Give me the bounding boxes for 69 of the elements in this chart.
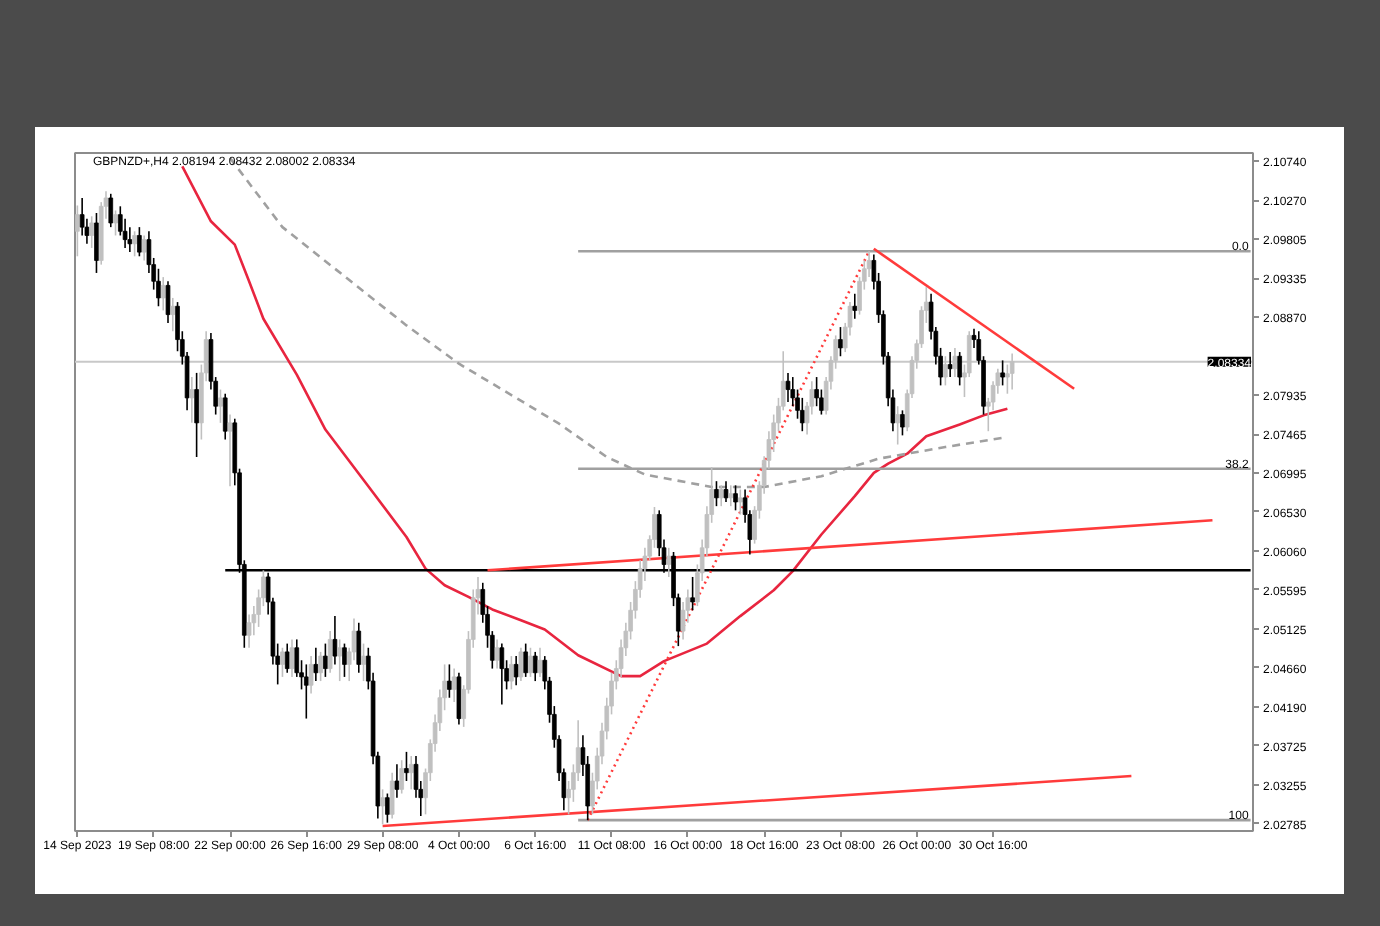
candlestick <box>327 630 333 674</box>
candlestick <box>332 615 338 666</box>
candlestick <box>785 372 791 403</box>
candlestick <box>289 638 295 678</box>
candlestick <box>323 642 328 678</box>
candlestick <box>308 655 314 695</box>
candlestick <box>141 234 147 262</box>
candlestick <box>518 646 524 682</box>
candlestick <box>690 576 695 612</box>
candlestick <box>79 197 85 237</box>
candlestick <box>165 280 171 324</box>
candlestick <box>900 409 905 437</box>
candlestick <box>361 642 366 682</box>
candlestick <box>404 751 409 782</box>
candlestick <box>318 651 323 682</box>
candlestick <box>337 638 342 682</box>
candlestick <box>523 642 528 678</box>
candlestick <box>399 759 404 795</box>
candlestick <box>137 226 142 258</box>
candlestick <box>447 663 452 699</box>
candlestick <box>947 351 953 378</box>
candlestick <box>89 215 94 249</box>
candlestick <box>800 397 805 432</box>
candlestick <box>666 547 672 578</box>
candlestick <box>957 351 962 387</box>
candlestick <box>528 646 533 678</box>
candlestick <box>189 376 195 424</box>
candlestick <box>280 646 285 678</box>
candlestick <box>456 671 462 726</box>
candlestick <box>509 655 514 691</box>
candlestick <box>451 667 457 703</box>
candlestick <box>94 212 99 274</box>
candlestick <box>194 372 199 458</box>
line-series <box>181 165 1009 678</box>
candlestick <box>389 771 395 820</box>
candlestick <box>160 276 166 312</box>
candlestick <box>494 638 500 670</box>
candlestick <box>304 663 309 720</box>
candlestick <box>733 484 738 512</box>
candlestick <box>1000 359 1005 387</box>
candlestick <box>113 209 118 237</box>
candlestick <box>852 292 858 320</box>
candlestick <box>75 204 80 258</box>
candlestick <box>838 326 843 358</box>
candlestick <box>814 376 819 408</box>
candlestick <box>246 613 252 649</box>
candlestick <box>127 226 133 253</box>
candlestick <box>342 642 347 678</box>
candlestick <box>380 788 385 826</box>
candlestick <box>394 763 400 799</box>
candlestick <box>132 230 137 258</box>
candlestick <box>532 651 538 682</box>
candlestick <box>170 297 176 333</box>
candlestick <box>728 484 734 507</box>
candlestick <box>738 488 743 516</box>
candlestick <box>714 480 719 507</box>
candlestick <box>356 621 362 674</box>
candlestick <box>284 642 290 674</box>
candlestick <box>222 392 228 441</box>
candlestick <box>108 193 114 228</box>
candlestick <box>218 388 223 424</box>
candlestick <box>385 792 390 824</box>
candlestick <box>513 655 519 687</box>
candlestick <box>537 646 543 678</box>
candlestick <box>313 646 319 682</box>
candlestick <box>723 480 729 503</box>
candlestick <box>895 405 900 446</box>
candlestick <box>227 413 233 487</box>
candlestick <box>499 642 505 706</box>
